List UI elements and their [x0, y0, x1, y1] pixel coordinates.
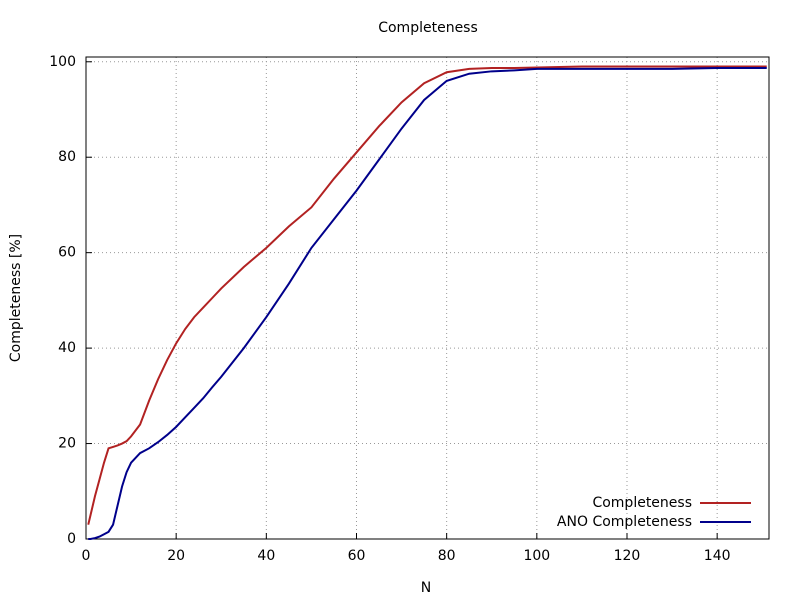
y-tick-label: 40 — [58, 340, 76, 356]
x-tick-label: 0 — [82, 548, 91, 564]
y-tick-label: 80 — [58, 149, 76, 165]
legend-label: Completeness — [592, 495, 692, 511]
x-tick-label: 120 — [614, 548, 641, 564]
x-tick-label: 20 — [167, 548, 185, 564]
x-tick-label: 100 — [523, 548, 550, 564]
series-line — [87, 65, 767, 525]
y-tick-label: 100 — [49, 54, 76, 70]
y-tick-label: 60 — [58, 245, 76, 261]
plot-frame — [85, 56, 770, 540]
x-tick-label: 60 — [348, 548, 366, 564]
x-tick-label: 80 — [438, 548, 456, 564]
x-axis-label: N — [421, 580, 431, 596]
chart-title: Completeness — [378, 20, 478, 36]
series-line — [88, 66, 767, 540]
legend-label: ANO Completeness — [557, 514, 692, 530]
y-axis-label: Completeness [%] — [8, 234, 24, 362]
y-tick-label: 20 — [58, 436, 76, 452]
x-tick-label: 140 — [704, 548, 731, 564]
x-tick-label: 40 — [257, 548, 275, 564]
y-tick-label: 0 — [67, 531, 76, 547]
